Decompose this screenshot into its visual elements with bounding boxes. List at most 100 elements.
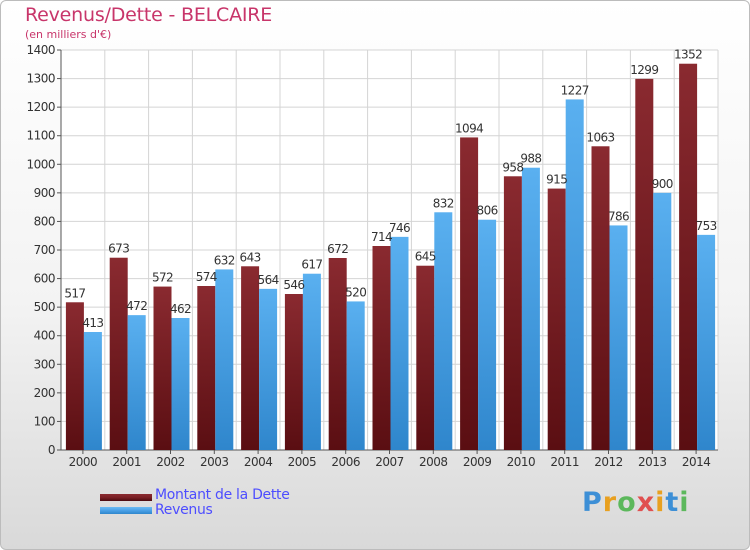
legend-label-dette: Montant de la Dette [155, 487, 290, 503]
data-label-dette: 574 [196, 270, 217, 284]
logo-letter: r [602, 487, 618, 518]
y-tick-label: 400 [34, 329, 55, 343]
data-label-revenus: 988 [520, 152, 541, 166]
y-tick-label: 200 [34, 386, 55, 400]
data-label-dette: 1352 [674, 48, 702, 62]
y-tick-label: 100 [34, 414, 55, 428]
bar-dette [284, 294, 303, 450]
data-label-revenus: 462 [170, 302, 191, 316]
bar-dette [328, 258, 347, 450]
bar-revenus [521, 167, 540, 450]
y-tick-label: 300 [34, 357, 55, 371]
chart-subtitle: (en milliers d'€) [25, 28, 112, 41]
bar-revenus [390, 236, 409, 450]
data-label-revenus: 472 [126, 299, 147, 313]
y-tick-label: 1300 [26, 72, 55, 86]
bar-dette [153, 286, 172, 450]
bar-dette [416, 265, 435, 450]
bar-dette [591, 146, 610, 451]
data-labels: 517 413 673 472 572 462 574 632 643 564 546 617 672 5… [64, 48, 717, 330]
bar-dette [372, 246, 391, 450]
x-tick-label: 2011 [550, 455, 579, 469]
data-label-dette: 645 [415, 250, 436, 264]
data-label-revenus: 564 [258, 273, 279, 287]
legend-label-revenus: Revenus [155, 502, 213, 518]
x-tick-label: 2013 [638, 455, 667, 469]
y-tick-label: 1200 [26, 100, 55, 114]
data-label-dette: 572 [152, 271, 173, 285]
bar-dette [547, 188, 566, 451]
x-tick-label: 2000 [69, 455, 98, 469]
x-tick-label: 2012 [594, 455, 623, 469]
legend-swatch-revenus [100, 507, 152, 514]
proxiti-logo: Proxiti [582, 487, 690, 518]
data-label-revenus: 520 [345, 285, 366, 299]
bar-revenus [215, 269, 234, 450]
data-label-revenus: 632 [214, 253, 235, 267]
legend-swatch-dette [100, 494, 152, 501]
data-label-revenus: 1227 [561, 83, 589, 97]
x-tick-label: 2005 [288, 455, 317, 469]
x-tick-label: 2009 [463, 455, 492, 469]
y-tick-label: 700 [34, 243, 55, 257]
x-tick-label: 2004 [244, 455, 273, 469]
bar-revenus [346, 301, 365, 450]
bar-revenus [83, 332, 102, 450]
y-tick-label: 1000 [26, 157, 55, 171]
data-label-revenus: 753 [696, 219, 717, 233]
data-label-dette: 517 [64, 286, 85, 300]
data-label-dette: 643 [240, 250, 261, 264]
bars [65, 63, 716, 451]
x-tick-label: 2006 [331, 455, 360, 469]
bar-revenus [302, 273, 321, 450]
data-label-dette: 1299 [630, 63, 658, 77]
y-tick-label: 600 [34, 272, 55, 286]
logo-letter: i [655, 487, 666, 518]
data-label-dette: 672 [327, 242, 348, 256]
bar-dette [635, 78, 654, 450]
bar-dette [460, 137, 479, 450]
bar-revenus [609, 225, 628, 450]
x-tick-label: 2010 [507, 455, 536, 469]
data-label-revenus: 806 [477, 204, 498, 218]
bar-revenus [565, 99, 584, 450]
y-tick-label: 900 [34, 186, 55, 200]
bar-revenus [434, 212, 453, 450]
bar-revenus [653, 192, 672, 450]
bar-dette [503, 176, 522, 451]
data-label-dette: 1063 [586, 130, 614, 144]
logo-letter: i [679, 487, 690, 518]
data-label-dette: 1094 [455, 121, 483, 135]
x-tick-label: 2008 [419, 455, 448, 469]
data-label-revenus: 832 [433, 196, 454, 210]
bar-revenus [127, 315, 146, 450]
y-tick-label: 0 [48, 443, 55, 457]
data-label-dette: 714 [371, 230, 392, 244]
data-label-revenus: 746 [389, 221, 410, 235]
bar-dette [197, 286, 216, 450]
chart-title: Revenus/Dette - BELCAIRE [25, 4, 273, 26]
x-tick-label: 2014 [682, 455, 711, 469]
data-label-revenus: 786 [608, 209, 629, 223]
bar-dette [109, 257, 128, 450]
data-label-dette: 673 [108, 242, 129, 256]
y-tick-label: 1400 [26, 43, 55, 57]
data-label-dette: 915 [546, 173, 567, 187]
x-tick-label: 2001 [112, 455, 141, 469]
bar-revenus [259, 288, 278, 450]
logo-letter: t [665, 487, 680, 518]
logo-letter: o [617, 487, 637, 518]
x-tick-label: 2007 [375, 455, 404, 469]
data-label-dette: 958 [502, 160, 523, 174]
x-tick-label: 2003 [200, 455, 229, 469]
bar-dette [65, 302, 84, 450]
y-tick-label: 1100 [26, 129, 55, 143]
data-label-revenus: 617 [301, 258, 322, 272]
y-tick-label: 800 [34, 214, 55, 228]
bar-revenus [697, 234, 716, 450]
logo-letter: x [636, 487, 656, 518]
data-label-revenus: 413 [82, 316, 103, 330]
bar-revenus [171, 318, 190, 450]
data-label-revenus: 900 [652, 177, 673, 191]
